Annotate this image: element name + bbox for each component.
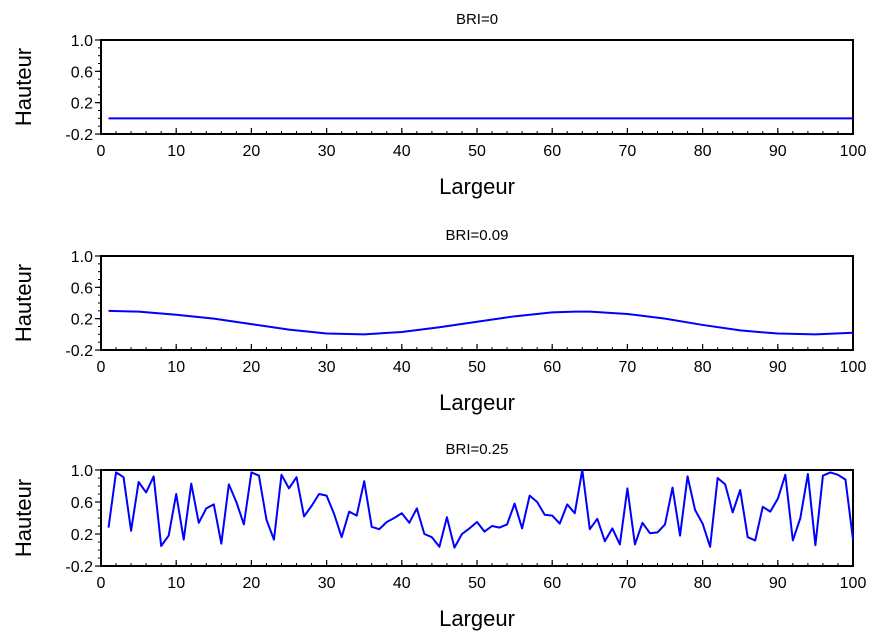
chart-panel-3: BRI=0.25 0 10 20 30 40 50 60 70 80 90 100 -0.2 0.2 0.6… bbox=[11, 441, 866, 631]
y-tick-label: 0.2 bbox=[71, 312, 93, 329]
x-tick-label: 10 bbox=[167, 143, 185, 160]
x-tick-label: 30 bbox=[318, 359, 336, 376]
x-tick-label: 20 bbox=[243, 143, 261, 160]
x-tick-label: 0 bbox=[97, 143, 106, 160]
x-tick-label: 60 bbox=[543, 359, 561, 376]
x-tick-label: 100 bbox=[840, 359, 867, 376]
y-tick-label: 1.0 bbox=[71, 33, 93, 50]
chart-title: BRI=0.25 bbox=[446, 441, 509, 458]
x-tick-label: 40 bbox=[393, 575, 411, 592]
x-axis-label: Largeur bbox=[439, 390, 515, 415]
plot-frame bbox=[100, 39, 854, 135]
x-tick-label: 10 bbox=[167, 575, 185, 592]
plot-frame bbox=[100, 469, 854, 567]
y-tick-label: 1.0 bbox=[71, 463, 93, 480]
chart-title: BRI=0.09 bbox=[446, 227, 509, 244]
x-tick-label: 90 bbox=[769, 143, 787, 160]
chart-title: BRI=0 bbox=[456, 11, 498, 28]
x-axis-label: Largeur bbox=[439, 174, 515, 199]
plot-frame bbox=[100, 255, 854, 351]
y-axis-label: Hauteur bbox=[11, 48, 36, 126]
x-tick-label: 60 bbox=[543, 575, 561, 592]
x-tick-label: 10 bbox=[167, 359, 185, 376]
x-tick-label: 30 bbox=[318, 143, 336, 160]
y-tick-label: -0.2 bbox=[65, 343, 93, 360]
x-tick-label: 40 bbox=[393, 359, 411, 376]
y-tick-label: 0.6 bbox=[71, 495, 93, 512]
y-tick-label: 1.0 bbox=[71, 249, 93, 266]
series-line bbox=[108, 309, 854, 336]
y-tick-label: -0.2 bbox=[65, 559, 93, 576]
y-tick-label: -0.2 bbox=[65, 127, 93, 144]
y-tick-label: 0.2 bbox=[71, 96, 93, 113]
y-tick-label: 0.6 bbox=[71, 280, 93, 297]
chart-panel-2: BRI=0.09 0 10 20 30 40 50 60 70 80 90 100 -0.2 0.2 0.6… bbox=[11, 227, 866, 415]
x-tick-label: 50 bbox=[468, 359, 486, 376]
x-tick-label: 60 bbox=[543, 143, 561, 160]
x-tick-label: 100 bbox=[840, 575, 867, 592]
x-tick-label: 20 bbox=[243, 359, 261, 376]
x-tick-label: 50 bbox=[468, 575, 486, 592]
y-axis-label: Hauteur bbox=[11, 479, 36, 557]
x-tick-label: 80 bbox=[694, 359, 712, 376]
x-tick-label: 90 bbox=[769, 575, 787, 592]
x-tick-label: 0 bbox=[97, 359, 106, 376]
y-tick-label: 0.2 bbox=[71, 527, 93, 544]
x-tick-label: 40 bbox=[393, 143, 411, 160]
x-tick-label: 30 bbox=[318, 575, 336, 592]
chart-panel-1: BRI=0 0 10 20 30 40 50 60 70 80 90 100 -0.2 0.2 0.6 1.0… bbox=[11, 11, 866, 199]
x-tick-label: 70 bbox=[619, 143, 637, 160]
x-tick-label: 20 bbox=[243, 575, 261, 592]
x-tick-label: 70 bbox=[619, 575, 637, 592]
x-tick-label: 80 bbox=[694, 143, 712, 160]
x-tick-label: 70 bbox=[619, 359, 637, 376]
y-axis-label: Hauteur bbox=[11, 264, 36, 342]
x-tick-label: 80 bbox=[694, 575, 712, 592]
x-axis-label: Largeur bbox=[439, 606, 515, 631]
x-tick-label: 90 bbox=[769, 359, 787, 376]
x-tick-label: 0 bbox=[97, 575, 106, 592]
y-tick-label: 0.6 bbox=[71, 64, 93, 81]
series-line bbox=[107, 469, 854, 549]
x-tick-label: 50 bbox=[468, 143, 486, 160]
x-tick-label: 100 bbox=[840, 143, 867, 160]
